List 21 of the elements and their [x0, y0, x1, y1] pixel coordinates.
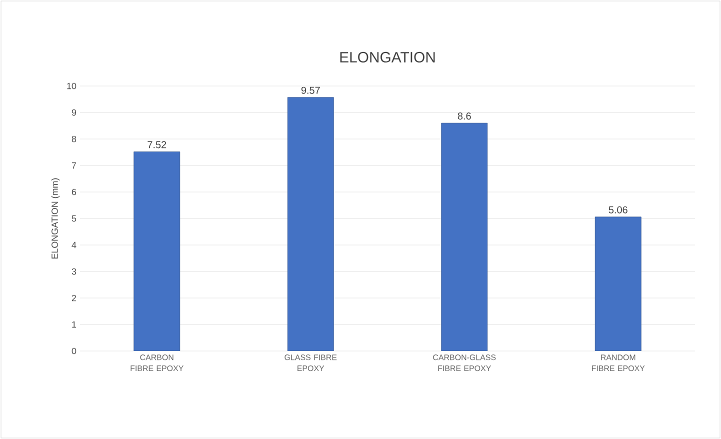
data-label: 8.6 [458, 112, 471, 120]
data-label: 9.57 [301, 86, 320, 94]
bar [134, 152, 180, 351]
y-tick-label: 8 [72, 136, 76, 142]
y-tick-label: 1 [72, 321, 76, 328]
y-tick-label: 0 [72, 348, 76, 354]
y-axis-title: ELONGATION (mm) [51, 178, 60, 259]
bar [287, 97, 334, 351]
chart-title: ELONGATION [340, 52, 435, 62]
y-tick-label: 9 [72, 109, 76, 116]
y-tick-label: 6 [72, 188, 76, 196]
y-tick-label: 3 [72, 268, 76, 275]
data-label: 7.52 [148, 141, 166, 148]
y-tick-label: 7 [72, 162, 76, 169]
y-tick-label: 4 [72, 242, 76, 248]
y-tick-label: 5 [72, 215, 76, 222]
y-tick-label: 10 [67, 82, 76, 90]
y-tick-label: 2 [72, 294, 76, 302]
bar [594, 216, 642, 351]
bar [441, 122, 488, 351]
data-label: 5.06 [608, 206, 628, 214]
